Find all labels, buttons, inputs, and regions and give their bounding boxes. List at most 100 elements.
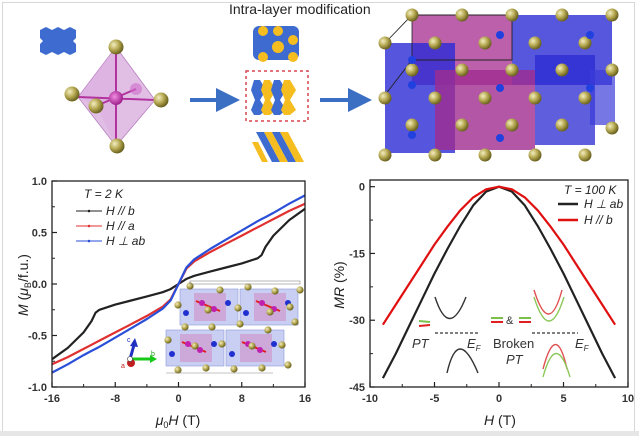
- atom: [405, 118, 419, 132]
- atom: [555, 63, 569, 77]
- octahedron-icon: [64, 39, 169, 154]
- fermi-level-label: EF: [467, 336, 482, 353]
- atom: [496, 84, 504, 92]
- x-tick-label: 0: [175, 393, 181, 405]
- atom: [505, 63, 519, 77]
- y-tick-label: 0.5: [32, 228, 47, 240]
- mr-series: [381, 185, 617, 379]
- atom: [234, 304, 242, 312]
- atom: [229, 351, 235, 357]
- figure-title: Intra-layer modification: [229, 1, 371, 17]
- legend-label: H // a: [106, 219, 135, 233]
- atom: [408, 56, 416, 64]
- atom: [496, 134, 504, 142]
- atom: [408, 131, 416, 139]
- atom: [208, 323, 216, 331]
- legend-marker: [87, 239, 91, 243]
- atom: [496, 31, 504, 39]
- atom: [211, 306, 217, 312]
- y-tick-label: 0: [359, 182, 365, 194]
- atom: [555, 118, 569, 132]
- y-axis-label: MR (%): [331, 261, 347, 308]
- atom: [578, 91, 592, 105]
- atom: [264, 326, 272, 334]
- atom: [271, 341, 277, 347]
- atom: [378, 148, 392, 162]
- atom: [169, 351, 175, 357]
- honeycomb-layer-icon: [40, 27, 76, 55]
- atom: [528, 91, 542, 105]
- x-tick-label: -16: [44, 393, 60, 405]
- atom: [211, 341, 217, 347]
- x-tick-label: 10: [622, 393, 634, 405]
- atom: [278, 341, 286, 349]
- atom: [174, 301, 182, 309]
- atom: [225, 300, 231, 306]
- x-tick-label: -8: [110, 393, 120, 405]
- atom: [244, 283, 252, 291]
- y-tick-label: -30: [349, 315, 365, 327]
- atom: [230, 365, 238, 373]
- atom: [555, 8, 569, 22]
- legend-title: T = 100 K: [564, 183, 617, 197]
- axis-triad-icon: b c a: [121, 337, 157, 370]
- atom: [586, 84, 594, 92]
- x-tick-label: -5: [430, 393, 440, 405]
- x-axis-label: H (T): [484, 412, 516, 428]
- y-tick-label: -0.5: [28, 331, 47, 343]
- atom: [185, 341, 191, 347]
- y-tick-label: 0.0: [32, 279, 47, 291]
- atom: [266, 308, 274, 316]
- atom: [164, 336, 172, 344]
- atom: [405, 8, 419, 22]
- unit-cell: [189, 280, 301, 285]
- axis-c-label: c: [127, 337, 131, 344]
- pattern-option-2: [251, 80, 296, 115]
- atom: [478, 36, 492, 50]
- x-tick-label: 0: [496, 393, 502, 405]
- crystal-atoms: [378, 8, 619, 162]
- atom: [199, 300, 205, 306]
- ampersand-label: &: [506, 315, 514, 327]
- atom: [284, 361, 292, 369]
- atom: [271, 287, 279, 295]
- y-axis-label: M (μB/f.u.): [15, 254, 33, 316]
- atom: [586, 31, 594, 39]
- atom: [528, 36, 542, 50]
- legend-marker: [87, 209, 91, 213]
- atom: [455, 118, 469, 132]
- atom: [191, 342, 199, 350]
- pattern-option-1: [253, 26, 299, 62]
- atom: [605, 8, 619, 22]
- atom: [183, 310, 189, 316]
- atom: [478, 91, 492, 105]
- axis-a-label: a: [121, 363, 125, 370]
- fermi-level-label-2: EF: [575, 336, 590, 353]
- pattern-option-3: [252, 132, 304, 162]
- legend-label: H ⊥ ab: [106, 234, 145, 248]
- schematic-panel: [40, 8, 619, 162]
- atom: [455, 8, 469, 22]
- band-inset-pt: PT EF: [412, 296, 482, 374]
- pt-label: PT: [412, 336, 430, 351]
- atom: [218, 340, 226, 348]
- legend-label: H // b: [106, 204, 135, 218]
- y-tick-label: -45: [349, 382, 365, 394]
- legend-label: H ⊥ ab: [584, 197, 623, 211]
- series-line-hb: [381, 185, 617, 326]
- magnetization-series: [51, 194, 306, 374]
- bottom-scrollbar: [0, 431, 639, 436]
- atom: [197, 347, 203, 353]
- broken-label: Broken: [493, 336, 534, 351]
- legend-title: T = 2 K: [84, 187, 124, 201]
- atom: [248, 342, 256, 350]
- selected-pattern-box: [245, 70, 309, 122]
- atom: [408, 81, 416, 89]
- legend: H // bH // aH ⊥ ab: [76, 204, 145, 248]
- atom: [378, 91, 392, 105]
- atom: [455, 63, 469, 77]
- x-tick-label: 8: [239, 393, 245, 405]
- atom: [296, 286, 304, 294]
